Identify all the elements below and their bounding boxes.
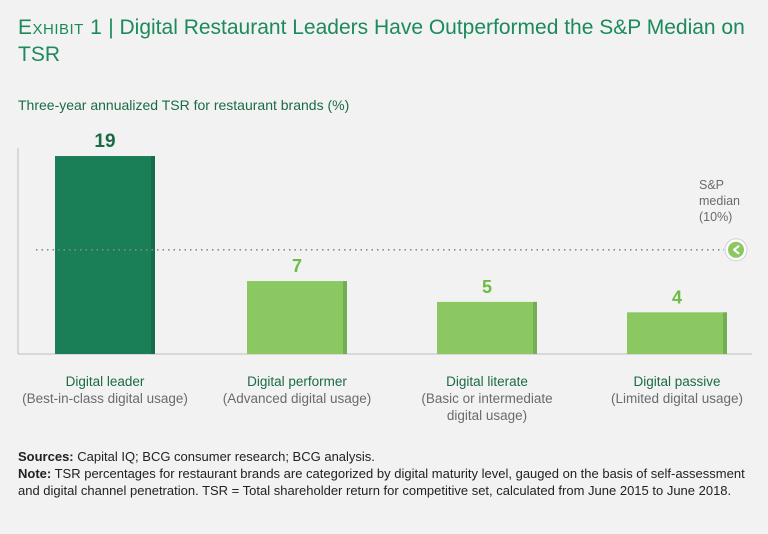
value-label-4: 4 bbox=[672, 287, 682, 307]
median-label-line1: S&P bbox=[699, 178, 725, 192]
median-marker-fill bbox=[728, 241, 744, 258]
category-name: Digital leader bbox=[65, 374, 145, 389]
category-name: Digital passive bbox=[633, 374, 721, 389]
bar-shadow-3 bbox=[533, 301, 537, 354]
bar-chart: 19 7 5 4 bbox=[17, 131, 752, 355]
category-name: Digital literate bbox=[446, 374, 528, 389]
category-description: (Basic or intermediate digital usage) bbox=[421, 391, 553, 423]
chart-title: Digital Restaurant Leaders Have Outperfo… bbox=[18, 16, 745, 66]
title-separator: | bbox=[102, 16, 120, 39]
chart-subtitle: Three-year annualized TSR for restaurant… bbox=[18, 97, 350, 113]
category-label-1: Digital leader (Best-in-class digital usa… bbox=[10, 373, 200, 407]
category-name: Digital performer bbox=[247, 374, 347, 389]
category-description: (Best-in-class digital usage) bbox=[22, 391, 188, 406]
note-label: Note: bbox=[18, 466, 52, 481]
bar-shadow-2 bbox=[343, 281, 347, 354]
median-label: S&P median (10%) bbox=[699, 177, 759, 225]
bar-1 bbox=[55, 156, 155, 354]
category-description: (Limited digital usage) bbox=[610, 391, 744, 406]
chevron-left-icon bbox=[733, 245, 740, 255]
value-label-3: 5 bbox=[482, 277, 492, 297]
sources-text: Capital IQ; BCG consumer research; BCG a… bbox=[73, 449, 375, 464]
category-label-2: Digital performer (Advanced digital usage… bbox=[202, 373, 392, 407]
bar-shadow-4 bbox=[723, 312, 727, 354]
exhibit-number: Exhibit 1 bbox=[18, 16, 103, 39]
value-label-2: 7 bbox=[292, 256, 302, 276]
bar-shadow-1 bbox=[151, 156, 155, 354]
sources-line: Sources: Capital IQ; BCG consumer resear… bbox=[18, 448, 753, 465]
category-label-4: Digital passive (Limited digital usage) bbox=[582, 373, 768, 407]
bar-3 bbox=[437, 301, 537, 354]
median-label-line2: median bbox=[699, 194, 740, 208]
sources-label: Sources: bbox=[18, 449, 74, 464]
note-text: TSR percentages for restaurant brands ar… bbox=[18, 466, 745, 498]
exhibit-title: Exhibit 1 | Digital Restaurant Leaders H… bbox=[18, 14, 748, 68]
bar-2 bbox=[247, 281, 347, 354]
category-label-3: Digital literate (Basic or intermediate d… bbox=[392, 373, 582, 424]
category-description: (Advanced digital usage) bbox=[222, 391, 372, 406]
bar-4 bbox=[627, 312, 727, 354]
value-label-1: 19 bbox=[94, 131, 115, 152]
median-label-line3: (10%) bbox=[699, 210, 733, 224]
footnotes: Sources: Capital IQ; BCG consumer resear… bbox=[18, 448, 753, 499]
note-line: Note: TSR percentages for restaurant bra… bbox=[18, 465, 753, 499]
